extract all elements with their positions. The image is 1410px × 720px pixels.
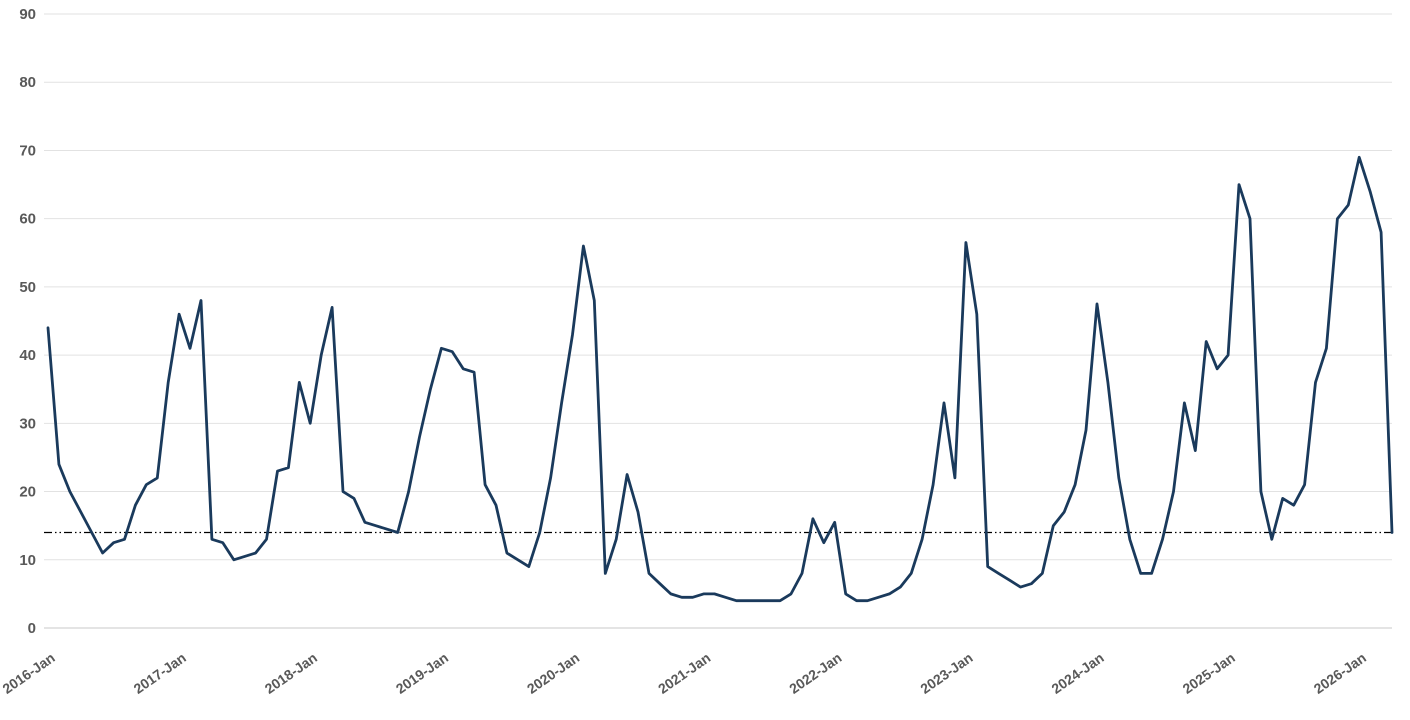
y-tick-label: 0 [28,620,36,637]
data-series-line [46,155,1394,603]
x-tick-label: 2016-Jan [0,649,58,696]
x-tick-label: 2022-Jan [786,649,844,696]
x-tick-label: 2017-Jan [131,649,189,696]
y-tick-label: 10 [19,552,36,569]
x-tick-label: 2020-Jan [524,649,582,696]
y-tick-label: 40 [19,347,36,364]
y-tick-label: 20 [19,484,36,501]
x-tick-label: 2021-Jan [655,649,713,696]
y-tick-label: 50 [19,279,36,296]
y-tick-label: 90 [19,6,36,23]
y-tick-label: 60 [19,211,36,228]
y-tick-label: 80 [19,74,36,91]
x-tick-label: 2024-Jan [1048,649,1106,696]
x-tick-label: 2023-Jan [917,649,975,696]
x-tick-label: 2026-Jan [1311,649,1369,696]
x-tick-label: 2018-Jan [262,649,320,696]
y-tick-label: 70 [19,142,36,159]
x-tick-label: 2025-Jan [1180,649,1238,696]
y-tick-label: 30 [19,415,36,432]
x-tick-label: 2019-Jan [393,649,451,696]
